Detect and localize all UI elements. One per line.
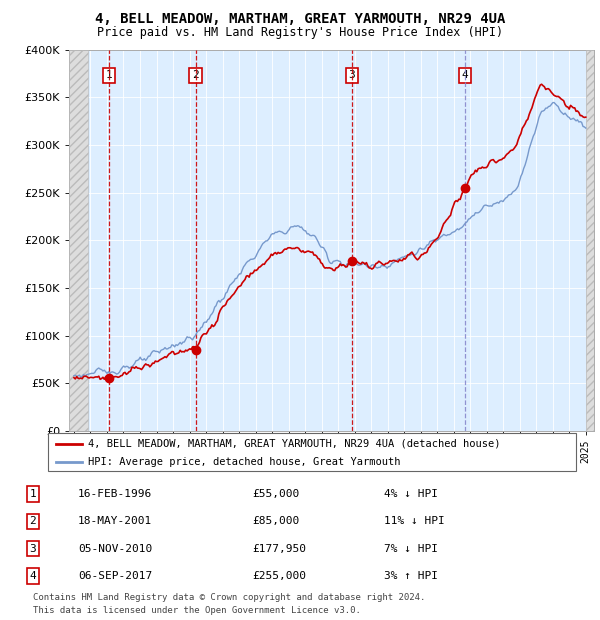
Text: 4, BELL MEADOW, MARTHAM, GREAT YARMOUTH, NR29 4UA: 4, BELL MEADOW, MARTHAM, GREAT YARMOUTH,… [95, 12, 505, 27]
Text: HPI: Average price, detached house, Great Yarmouth: HPI: Average price, detached house, Grea… [88, 456, 400, 467]
Text: 11% ↓ HPI: 11% ↓ HPI [384, 516, 445, 526]
Text: 4, BELL MEADOW, MARTHAM, GREAT YARMOUTH, NR29 4UA (detached house): 4, BELL MEADOW, MARTHAM, GREAT YARMOUTH,… [88, 438, 500, 448]
FancyBboxPatch shape [48, 433, 576, 471]
Text: £55,000: £55,000 [252, 489, 299, 499]
Text: 3: 3 [349, 70, 355, 81]
Text: 2: 2 [192, 70, 199, 81]
Bar [586, 50, 594, 431]
Text: £85,000: £85,000 [252, 516, 299, 526]
Text: £177,950: £177,950 [252, 544, 306, 554]
Text: 06-SEP-2017: 06-SEP-2017 [78, 571, 152, 581]
Text: 1: 1 [106, 70, 112, 81]
Text: 2: 2 [29, 516, 37, 526]
Text: Price paid vs. HM Land Registry's House Price Index (HPI): Price paid vs. HM Land Registry's House … [97, 26, 503, 39]
Text: Contains HM Land Registry data © Crown copyright and database right 2024.: Contains HM Land Registry data © Crown c… [33, 593, 425, 602]
Bar [586, 50, 594, 431]
Text: 16-FEB-1996: 16-FEB-1996 [78, 489, 152, 499]
Text: 05-NOV-2010: 05-NOV-2010 [78, 544, 152, 554]
Bar [69, 50, 88, 431]
Text: 3: 3 [29, 544, 37, 554]
Text: 7% ↓ HPI: 7% ↓ HPI [384, 544, 438, 554]
Text: 3% ↑ HPI: 3% ↑ HPI [384, 571, 438, 581]
Text: 4: 4 [461, 70, 468, 81]
Text: £255,000: £255,000 [252, 571, 306, 581]
Text: 1: 1 [29, 489, 37, 499]
Bar [69, 50, 88, 431]
Text: 4: 4 [29, 571, 37, 581]
Text: This data is licensed under the Open Government Licence v3.0.: This data is licensed under the Open Gov… [33, 606, 361, 616]
Text: 18-MAY-2001: 18-MAY-2001 [78, 516, 152, 526]
Text: 4% ↓ HPI: 4% ↓ HPI [384, 489, 438, 499]
